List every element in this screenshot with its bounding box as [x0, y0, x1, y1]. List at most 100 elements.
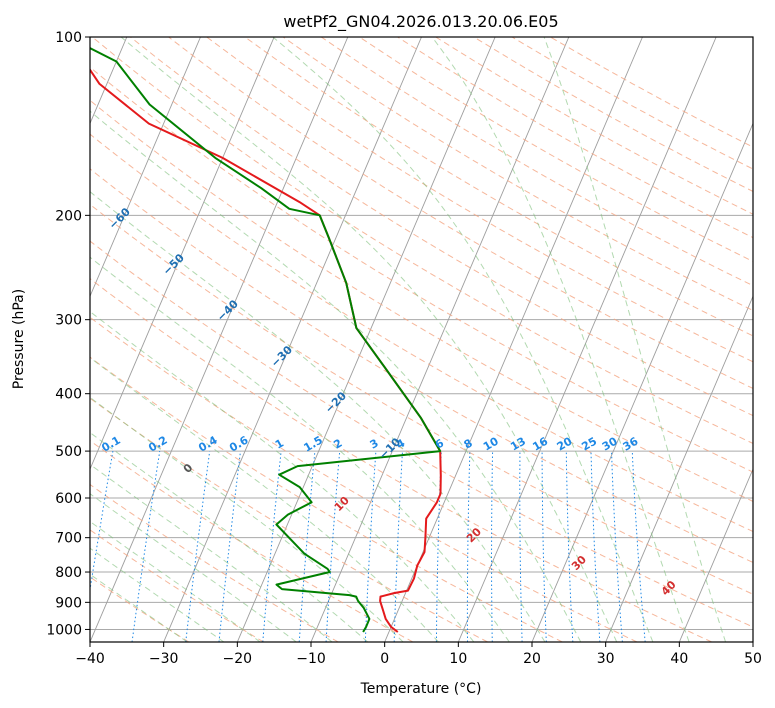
moist-adiabat-line — [90, 493, 297, 642]
dry-adiabat-line — [90, 278, 712, 642]
x-tick-label: −10 — [296, 651, 326, 667]
x-tick-label: 10 — [449, 651, 467, 667]
moist-adiabat-line — [431, 37, 690, 642]
moist-adiabat-line — [272, 37, 654, 642]
moist-adiabat-line — [120, 37, 618, 642]
dry-adiabat-line — [435, 37, 753, 215]
mixing-ratio-line — [90, 451, 114, 593]
isotherm-line — [605, 295, 753, 642]
dry-adiabat-line — [90, 483, 339, 642]
mixing-ratio-label: 1 — [273, 437, 286, 452]
moist-adiabat-label: 0 — [181, 461, 196, 476]
moist-adiabat-line — [90, 191, 546, 642]
moist-adiabat-label: 40 — [659, 578, 679, 598]
chart-title: wetPf2_GN04.2026.013.20.06.E05 — [283, 12, 558, 32]
isotherm-line — [457, 37, 717, 642]
moist-adiabat-line — [90, 310, 475, 642]
isotherm-line — [752, 640, 753, 642]
dry-adiabat-line — [90, 168, 753, 563]
plot-frame — [89, 36, 754, 643]
mixing-ratio-line — [185, 451, 211, 642]
dewpoint-profile-line — [90, 47, 442, 633]
moist-adiabat-line — [90, 520, 261, 642]
dry-adiabat-line — [90, 203, 753, 595]
mixing-ratio-line — [262, 451, 282, 642]
moist-adiabat-line — [90, 396, 404, 642]
y-tick-label: 300 — [55, 313, 82, 329]
y-tick-label: 600 — [55, 491, 82, 507]
x-tick-label: 50 — [744, 651, 762, 667]
dry-adiabat-line — [90, 356, 563, 642]
y-tick-label: 1000 — [46, 622, 82, 638]
dry-adiabat-label: −80 — [0, 113, 25, 140]
dry-adiabats — [90, 37, 753, 642]
dry-adiabat-line — [282, 37, 753, 312]
moist-adiabat-line — [90, 431, 369, 642]
mixing-ratio-line — [131, 451, 161, 642]
moist-adiabat-line — [90, 356, 439, 642]
isotherm-line — [163, 37, 422, 642]
mixing-ratio-line — [611, 451, 623, 642]
dry-adiabat-line — [168, 37, 753, 389]
pressure-gridlines — [90, 37, 753, 630]
x-tick-label: −30 — [149, 651, 179, 667]
moist-adiabat-label: 30 — [569, 553, 589, 573]
mixing-ratio-line — [491, 451, 494, 642]
mixing-ratio-lines — [90, 451, 646, 642]
dry-adiabat-line — [90, 529, 264, 642]
dry-adiabat-line — [90, 240, 753, 628]
mixing-ratio-line — [298, 451, 316, 642]
background-line-labels: 0.10.20.40.611.52346810131620253036−100−… — [0, 113, 679, 598]
mixing-ratio-line — [466, 451, 471, 642]
dry-adiabat-line — [359, 37, 753, 263]
isotherm-line — [384, 37, 643, 642]
y-tick-label: 800 — [55, 565, 82, 581]
dry-adiabat-line — [90, 397, 488, 642]
moist-adiabat-label: 20 — [464, 525, 484, 545]
moist-adiabat-line — [90, 547, 225, 642]
dry-adiabat-line — [90, 133, 753, 533]
isotherm-line — [90, 37, 275, 471]
x-tick-label: 30 — [597, 651, 615, 667]
mixing-ratio-line — [519, 451, 523, 642]
x-axis: −40 −30 −20 −10 0 10 20 30 40 50 — [75, 642, 762, 667]
isotherm-line — [678, 467, 753, 642]
isotherm-line — [236, 37, 496, 642]
profile-series — [90, 47, 442, 633]
y-tick-label: 700 — [55, 531, 82, 547]
y-tick-label: 200 — [55, 208, 82, 224]
isotherm-line — [90, 37, 201, 298]
dry-adiabat-line — [511, 37, 753, 170]
mixing-ratio-line — [565, 451, 574, 642]
dry-adiabat-line — [90, 440, 414, 642]
x-tick-label: 20 — [523, 651, 541, 667]
dry-adiabat-line — [91, 37, 753, 445]
x-axis-label: Temperature (°C) — [360, 681, 482, 697]
moist-adiabat-line — [543, 37, 727, 642]
dry-adiabat-label: −70 — [52, 159, 79, 186]
x-tick-label: 40 — [670, 651, 688, 667]
isotherm-line — [90, 37, 349, 642]
moist-adiabat-line — [90, 573, 188, 642]
y-axis-label: Pressure (hPa) — [11, 289, 27, 389]
moist-adiabats — [90, 37, 727, 642]
moist-adiabat-line — [90, 463, 333, 642]
moist-adiabat-line — [90, 256, 510, 642]
x-tick-label: −20 — [223, 651, 253, 667]
plot-area: 0.10.20.40.611.52346810131620253036−100−… — [0, 37, 753, 642]
mixing-ratio-label: 2 — [331, 437, 344, 452]
mixing-ratio-line — [590, 451, 601, 642]
mixing-ratio-line — [631, 451, 646, 642]
dry-adiabat-line — [244, 37, 753, 337]
y-tick-label: 400 — [55, 387, 82, 403]
x-tick-label: 0 — [380, 651, 389, 667]
x-tick-label: −40 — [75, 651, 105, 667]
dry-adiabat-line — [90, 316, 638, 642]
temperature-profile-line — [90, 68, 442, 633]
y-tick-label: 500 — [55, 444, 82, 460]
dry-adiabat-line — [130, 37, 753, 417]
dry-adiabat-line — [90, 576, 190, 642]
isotherm-line — [531, 122, 753, 642]
y-tick-label: 100 — [55, 30, 82, 46]
